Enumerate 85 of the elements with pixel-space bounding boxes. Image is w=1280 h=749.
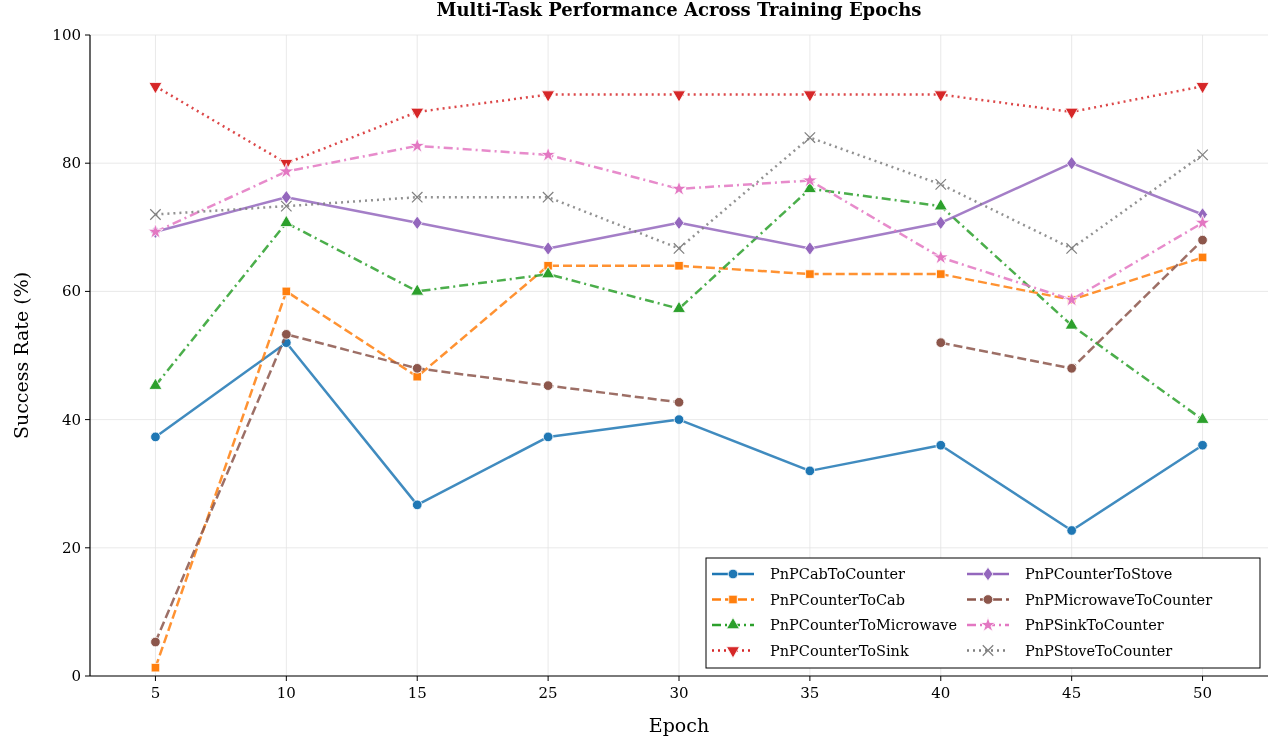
point (1066, 156, 1078, 171)
point (1194, 214, 1211, 230)
point (673, 215, 685, 230)
x-axis-title: Epoch (648, 714, 710, 736)
point (411, 191, 424, 203)
point (280, 200, 293, 212)
point (1197, 440, 1208, 451)
x-tick-label: 10 (276, 684, 296, 702)
x-tick-label: 30 (669, 684, 689, 702)
point (674, 261, 684, 271)
x-tick-label: 15 (407, 684, 427, 702)
point (281, 286, 291, 297)
point (1196, 149, 1209, 161)
point (935, 215, 947, 230)
y-tick-label: 80 (61, 154, 81, 173)
legend-label: PnPCounterToSink (770, 642, 909, 659)
legend-label: PnPMicrowaveToCounter (1025, 591, 1213, 608)
legend-label: PnPCounterToStove (1025, 566, 1173, 582)
point (933, 198, 948, 211)
point (542, 431, 554, 443)
point (150, 431, 161, 443)
point (801, 172, 818, 188)
point (670, 180, 688, 196)
y-tick-label: 40 (61, 410, 81, 429)
point (412, 371, 422, 382)
x-tick-label: 35 (800, 684, 820, 702)
point (804, 241, 816, 256)
legend-label: PnPSinkToCounter (1025, 617, 1164, 633)
point (1066, 525, 1077, 536)
point (1063, 291, 1080, 307)
x-tick-label: 50 (1193, 684, 1213, 702)
point (542, 380, 554, 391)
point (541, 266, 555, 279)
point (280, 190, 292, 205)
point (150, 636, 161, 648)
point (934, 178, 947, 191)
point (541, 90, 555, 103)
chart-title: Multi-Task Performance Across Training Epochs (436, 0, 922, 20)
point (150, 663, 161, 673)
point (1197, 252, 1208, 263)
point (281, 329, 292, 340)
point (932, 248, 949, 265)
point (409, 137, 426, 153)
x-tick-label: 40 (931, 684, 951, 702)
point (278, 163, 295, 179)
x-tick-label: 45 (1062, 684, 1082, 702)
point (412, 499, 423, 511)
point (1197, 234, 1208, 246)
point (933, 90, 948, 103)
y-tick-label: 60 (61, 282, 81, 301)
legend-label: PnPCounterToCab (770, 591, 905, 608)
point (804, 465, 816, 477)
point (149, 208, 162, 221)
point (673, 242, 685, 255)
point (673, 397, 685, 408)
y-tick-label: 0 (71, 667, 81, 685)
legend-label: PnPStoveToCounter (1025, 642, 1173, 659)
legend-label: PnPCounterToMicrowave (770, 617, 958, 633)
x-tick-label: 5 (150, 684, 161, 702)
point (936, 269, 946, 279)
point (1066, 363, 1077, 374)
point (540, 146, 557, 162)
point (411, 215, 423, 230)
point (1064, 107, 1079, 120)
point (804, 131, 816, 144)
point (805, 269, 815, 279)
point (542, 191, 554, 203)
point (1065, 242, 1078, 255)
point (1195, 411, 1210, 424)
x-tick-label: 25 (538, 684, 558, 702)
point (1064, 317, 1079, 330)
y-axis-title: Success Rate (%) (10, 271, 32, 440)
point (410, 107, 425, 120)
point (803, 90, 817, 103)
legend-label: PnPCabToCounter (770, 566, 906, 582)
point (935, 337, 946, 348)
point (412, 363, 423, 374)
y-tick-label: 100 (52, 26, 81, 44)
point (542, 241, 554, 256)
point (672, 90, 686, 103)
point (148, 377, 163, 390)
point (935, 440, 946, 451)
y-tick-label: 20 (61, 538, 81, 557)
point (410, 283, 425, 296)
point (673, 414, 685, 425)
